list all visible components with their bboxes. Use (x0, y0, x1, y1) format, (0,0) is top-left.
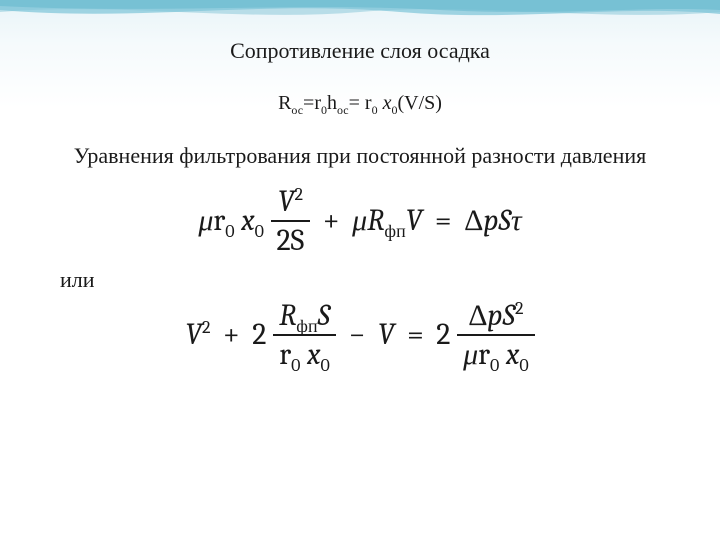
sub-x0: 0 (255, 221, 264, 242)
op-plus2: + (217, 317, 246, 352)
slide-content: Сопротивление слоя осадка Rос=r0hос= r0 … (0, 0, 720, 371)
label-or: или (60, 267, 670, 293)
rhs-mu: μ (463, 337, 478, 372)
sym-r: r (213, 203, 225, 238)
sym-R: R (278, 92, 291, 114)
sym-tau: τ (511, 203, 522, 238)
rhs-delta: Δ (468, 298, 487, 333)
coef-2b: 2 (436, 317, 450, 352)
sym-Rfp: R (367, 203, 384, 238)
rhs-S: S (503, 298, 515, 333)
sym-r0a: r (314, 92, 321, 114)
op-eq3: = (401, 317, 430, 352)
rhs-sp (499, 337, 506, 372)
sym-x: x (241, 203, 254, 238)
heading-filtration-equations: Уравнения фильтрования при постоянной ра… (50, 141, 670, 171)
den-x: x (307, 337, 320, 372)
sym-mu2: μ (352, 203, 367, 238)
sym-delta: Δ (464, 203, 483, 238)
rhs-x: x (506, 337, 519, 372)
op-plus: + (317, 203, 346, 238)
exp-2a: 2 (202, 317, 211, 338)
rhs-p: p (488, 298, 503, 333)
den-x-sub: 0 (320, 355, 329, 376)
sym-p: p (483, 203, 498, 238)
sub-r0: 0 (225, 221, 234, 242)
frac-rfps-r0x0: RфпS r0 x0 (273, 299, 336, 371)
op-eq1: = (303, 92, 314, 114)
num-S: S (318, 298, 330, 333)
op-eq2: = (349, 92, 365, 114)
num-exp2: 2 (294, 184, 303, 205)
num-Rfp-sub: фп (296, 316, 317, 337)
sub-0b: 0 (372, 103, 378, 117)
frac-v2-2s: V2 2S (271, 185, 311, 257)
equation-roc: Rос=r0hос= r0 x0(V/S) (50, 92, 670, 115)
den-r: r (279, 337, 291, 372)
sym-r0b: r (365, 92, 372, 114)
sym-V2b: V (378, 317, 395, 352)
num-Rfp: R (279, 298, 296, 333)
sub-os1: ос (291, 103, 303, 117)
sub-fp: фп (384, 221, 405, 242)
frac-dps2-mur0x0: ΔpS2 μr0 x0 (457, 299, 535, 371)
sub-os2: ос (337, 103, 349, 117)
sym-V: V (406, 203, 423, 238)
sym-h: h (327, 92, 337, 114)
paren-vs: (V/S) (397, 92, 441, 114)
heading-sediment-resistance: Сопротивление слоя осадка (50, 38, 670, 64)
op-minus: − (343, 317, 372, 352)
rhs-r-sub: 0 (490, 355, 499, 376)
sym-mu1: μ (198, 203, 213, 238)
rhs-x-sub: 0 (519, 355, 528, 376)
equation-main-1: μr0 x0 V2 2S + μRфпV = ΔpSτ (50, 185, 670, 257)
coef-2a: 2 (252, 317, 266, 352)
den-2S: 2S (271, 222, 311, 257)
sym-S: S (499, 203, 511, 238)
num-V: V (278, 184, 295, 219)
equation-main-2: V2 + 2 RфпS r0 x0 − V = 2 ΔpS2 μr0 x0 (50, 299, 670, 371)
rhs-S-exp: 2 (515, 298, 524, 319)
rhs-r: r (478, 337, 490, 372)
op-eq: = (429, 203, 458, 238)
sym-V2a: V (185, 317, 202, 352)
